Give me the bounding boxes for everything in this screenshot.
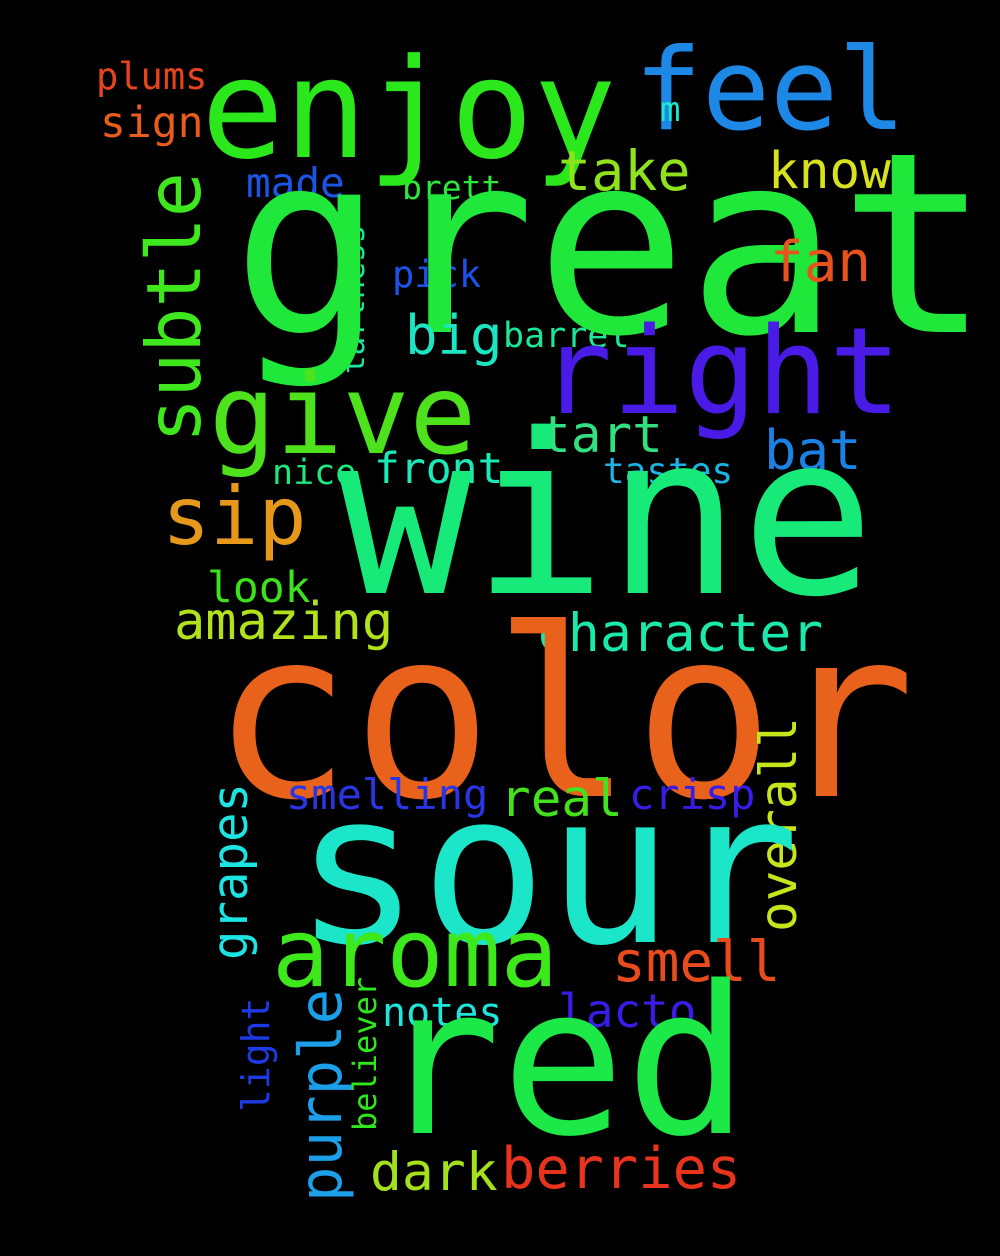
word-sip: sip	[162, 470, 307, 563]
word-notes: notes	[382, 990, 503, 1036]
word-smelling: smelling	[286, 770, 489, 819]
word-wine: wine	[338, 386, 876, 646]
word-bat: bat	[764, 419, 862, 482]
word-red: red	[377, 942, 750, 1182]
word-grapes: grapes	[202, 782, 259, 960]
word-crisp: crisp	[629, 770, 756, 819]
word-sour: sour	[294, 747, 800, 992]
word-dark: dark	[370, 1142, 498, 1203]
word-sign: sign	[100, 98, 204, 148]
word-aroma: aroma	[272, 899, 558, 1009]
word-brett: brett	[402, 168, 502, 207]
word-barrel: barrel	[503, 316, 630, 356]
word-nice: nice	[272, 453, 357, 493]
word-subtle: subtle	[130, 172, 218, 443]
word-look: look	[207, 563, 311, 613]
word-give: give	[209, 351, 477, 480]
word-right: right	[540, 303, 902, 442]
word-m: m	[660, 90, 681, 130]
word-tastes: tastes	[603, 451, 734, 492]
word-smell: smell	[612, 930, 781, 995]
word-berries: berries	[501, 1136, 742, 1202]
word-purple: purple	[286, 988, 355, 1202]
word-great: great	[232, 99, 991, 392]
word-light: light	[234, 997, 278, 1112]
word-character: character	[536, 603, 824, 664]
word-pick: pick	[392, 253, 482, 296]
word-plums: plums	[96, 55, 208, 98]
word-enjoy: enjoy	[201, 29, 617, 190]
word-color: color	[211, 580, 916, 852]
word-real: real	[500, 770, 623, 829]
word-made: made	[246, 159, 345, 207]
word-front: front	[374, 444, 504, 494]
word-lacto: lacto	[558, 984, 697, 1038]
word-big: big	[405, 304, 503, 367]
word-take: take	[558, 139, 691, 203]
word-fan: fan	[770, 230, 872, 295]
word-amazing: amazing	[174, 592, 394, 652]
word-tart: tart	[540, 406, 663, 465]
word-know: know	[768, 142, 891, 201]
word-feel: feel	[634, 24, 907, 156]
